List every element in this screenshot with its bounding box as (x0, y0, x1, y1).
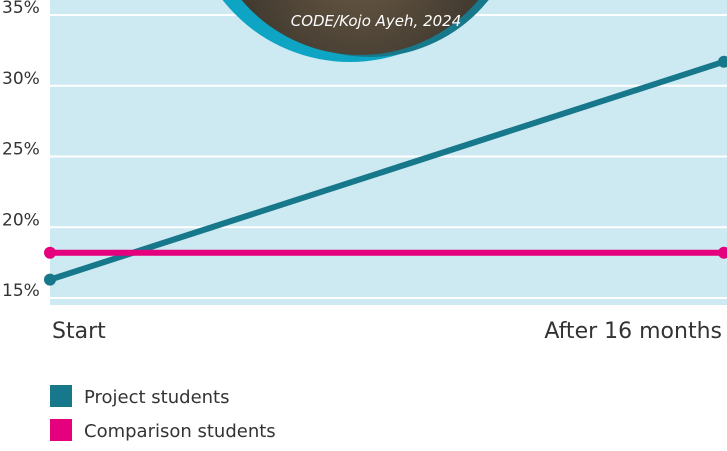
x-tick-label: After 16 months (544, 319, 722, 344)
y-tick-label: 15% (2, 281, 40, 301)
y-tick-label: 25% (2, 140, 40, 160)
legend-label: Project students (84, 387, 230, 408)
y-tick-label: 30% (2, 69, 40, 89)
point (44, 246, 56, 259)
legend-swatch (50, 385, 72, 407)
photo-credit: CODE/Kojo Ayeh, 2024 (291, 12, 462, 30)
point (718, 246, 727, 259)
legend-label: Comparison students (84, 421, 276, 442)
series-line (49, 58, 725, 283)
photo (222, 0, 489, 62)
legend-swatch (50, 419, 72, 441)
y-tick-label: 20% (2, 210, 40, 230)
point (718, 55, 727, 68)
y-tick-label: 35% (2, 0, 40, 18)
x-tick-label: Start (52, 319, 106, 344)
point (44, 273, 56, 286)
photo-image (241, 0, 479, 55)
